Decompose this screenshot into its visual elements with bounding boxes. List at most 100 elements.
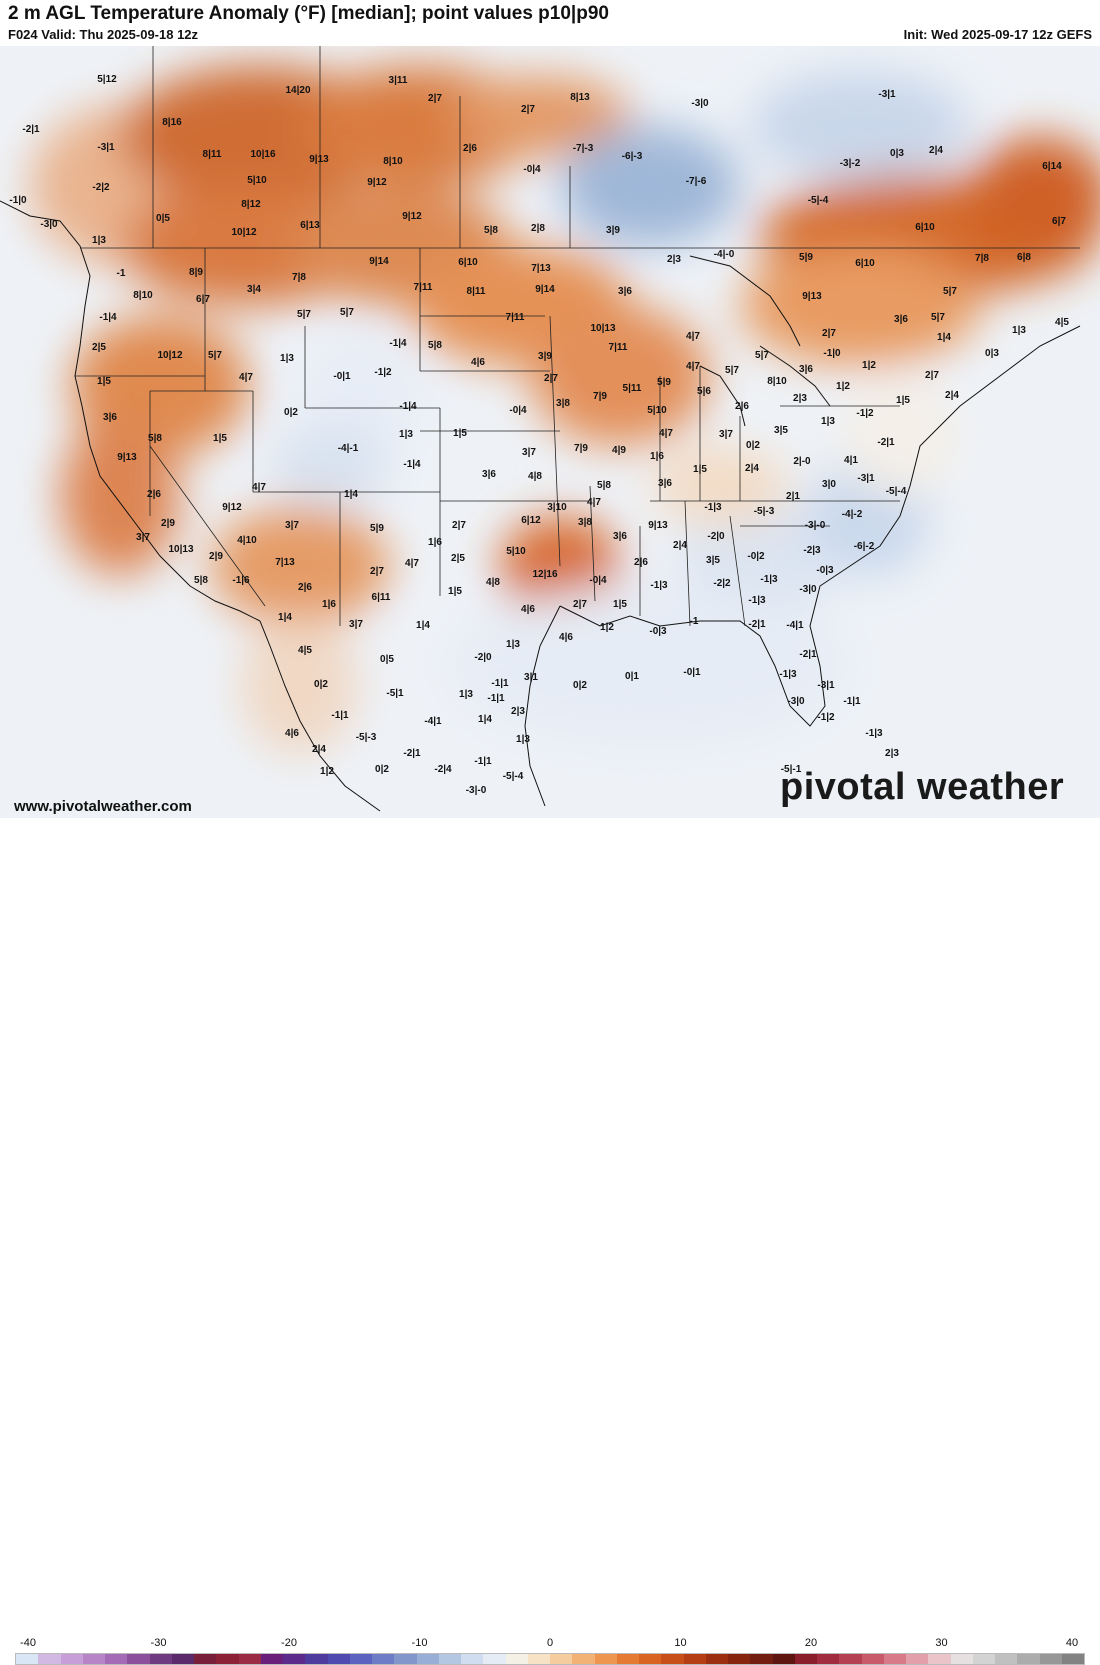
point-value-label: 2|3 bbox=[511, 706, 525, 717]
point-value-label: 6|10 bbox=[915, 222, 935, 233]
point-value-label: -3|-0 bbox=[805, 520, 826, 531]
colorbar-tick-label: 40 bbox=[1065, 1637, 1079, 1649]
point-value-label: -5|-4 bbox=[503, 771, 524, 782]
point-value-label: 0|2 bbox=[375, 764, 389, 775]
point-value-label: -1|1 bbox=[331, 710, 349, 721]
map-canvas: 5|12 14|20 3|11 2|7 8|13 -3|0 -3|1 -2|1 8|16 -3|1… bbox=[0, 46, 1100, 818]
point-value-label: 4|7 bbox=[252, 482, 266, 493]
point-value-label: 7|8 bbox=[975, 253, 989, 264]
colorbar-swatch bbox=[416, 1654, 439, 1664]
point-value-label: 5|7 bbox=[755, 350, 769, 361]
point-value-label: 0|1 bbox=[625, 671, 639, 682]
point-value-label: 5|7 bbox=[943, 286, 957, 297]
point-value-label: 4|8 bbox=[528, 471, 542, 482]
point-value-label: -1|4 bbox=[99, 312, 117, 323]
point-value-label: 3|1 bbox=[524, 672, 538, 683]
point-value-label: 2|6 bbox=[735, 401, 749, 412]
anomaly-map: 5|12 14|20 3|11 2|7 8|13 -3|0 -3|1 -2|1 8|16 -3|1… bbox=[0, 46, 1100, 818]
point-value-label: 5|11 bbox=[623, 383, 642, 394]
point-value-label: 4|1 bbox=[844, 455, 858, 466]
point-value-label: -1|3 bbox=[865, 728, 883, 739]
point-value-label: 1|5 bbox=[97, 376, 111, 387]
point-value-label: -6|-2 bbox=[854, 541, 875, 552]
point-value-label: -1|1 bbox=[474, 756, 492, 767]
point-value-label: -1|2 bbox=[856, 408, 874, 419]
point-value-label: 8|16 bbox=[162, 117, 182, 128]
point-value-label: 14|20 bbox=[285, 85, 310, 96]
point-value-label: 2|6 bbox=[634, 557, 648, 568]
point-value-label: 1|3 bbox=[399, 429, 413, 440]
point-value-label: 2|8 bbox=[531, 223, 545, 234]
colorbar-swatch bbox=[461, 1654, 484, 1664]
colorbar-swatch bbox=[483, 1654, 506, 1664]
colorbar-swatch bbox=[550, 1654, 573, 1664]
point-value-label: -5|-3 bbox=[754, 506, 775, 517]
point-value-label: -2|2 bbox=[713, 578, 731, 589]
colorbar-swatch bbox=[794, 1654, 817, 1664]
point-value-label: 1|5 bbox=[448, 586, 462, 597]
point-value-label: 6|10 bbox=[458, 257, 478, 268]
point-value-label: 8|9 bbox=[189, 267, 203, 278]
point-value-label: 4|6 bbox=[521, 604, 535, 615]
point-value-label: 0|2 bbox=[573, 680, 587, 691]
point-value-label: 5|12 bbox=[97, 74, 117, 85]
point-value-label: 3|7 bbox=[136, 532, 150, 543]
point-value-label: 1|4 bbox=[416, 620, 430, 631]
point-value-label: 9|13 bbox=[309, 154, 329, 165]
point-value-label: -5|-4 bbox=[808, 195, 829, 206]
point-value-label: 7|11 bbox=[414, 282, 433, 293]
point-value-label: 5|7 bbox=[931, 312, 945, 323]
point-value-label: -0|3 bbox=[649, 626, 667, 637]
colorbar-swatch bbox=[349, 1654, 372, 1664]
point-value-label: 5|8 bbox=[148, 433, 162, 444]
point-value-label: 2|4 bbox=[312, 744, 326, 755]
point-value-label: -3|0 bbox=[787, 696, 805, 707]
point-value-label: 1|5 bbox=[896, 395, 910, 406]
colorbar-swatch bbox=[906, 1654, 929, 1664]
point-value-label: 3|6 bbox=[103, 412, 117, 423]
point-value-label: 9|13 bbox=[648, 520, 668, 531]
point-value-label: -4|-1 bbox=[338, 443, 359, 454]
point-value-label: 5|7 bbox=[208, 350, 222, 361]
point-value-label: 2|3 bbox=[885, 748, 899, 759]
colorbar-swatch bbox=[995, 1654, 1018, 1664]
colorbar-swatch bbox=[260, 1654, 283, 1664]
point-value-label: 2|4 bbox=[673, 540, 687, 551]
point-value-label: 2|5 bbox=[451, 553, 465, 564]
point-value-label: 5|7 bbox=[297, 309, 311, 320]
point-value-label: 3|6 bbox=[618, 286, 632, 297]
colorbar-swatch bbox=[683, 1654, 706, 1664]
point-value-label: 3|6 bbox=[613, 531, 627, 542]
point-value-label: 1|3 bbox=[1012, 325, 1026, 336]
state-borders bbox=[75, 46, 1080, 627]
point-value-label: 6|7 bbox=[1052, 216, 1066, 227]
site-url: www.pivotalweather.com bbox=[14, 798, 192, 815]
point-value-label: 10|12 bbox=[157, 350, 182, 361]
point-value-label: 2|4 bbox=[929, 145, 943, 156]
point-value-label: 0|5 bbox=[380, 654, 394, 665]
point-value-label: 7|9 bbox=[593, 391, 607, 402]
point-value-label: 5|8 bbox=[484, 225, 498, 236]
point-value-label: -1|2 bbox=[374, 367, 392, 378]
colorbar-swatch bbox=[372, 1654, 395, 1664]
point-value-label: 1|3 bbox=[92, 235, 106, 246]
point-value-label: 10|13 bbox=[590, 323, 615, 334]
point-value-label: 2|7 bbox=[452, 520, 466, 531]
point-value-label: 0|3 bbox=[890, 148, 904, 159]
colorbar-swatch bbox=[572, 1654, 595, 1664]
pivotal-weather-logo: pivotal weather bbox=[780, 766, 1065, 808]
colorbar-swatch bbox=[16, 1654, 39, 1664]
point-value-label: 9|12 bbox=[402, 211, 422, 222]
point-value-label: 5|10 bbox=[506, 546, 526, 557]
point-value-label: -7|-6 bbox=[686, 176, 707, 187]
point-value-label: 4|6 bbox=[471, 357, 485, 368]
point-value-label: -0|1 bbox=[333, 371, 351, 382]
colorbar-swatch bbox=[527, 1654, 550, 1664]
colorbar-scale bbox=[15, 1653, 1085, 1665]
point-value-label: 2|6 bbox=[147, 489, 161, 500]
point-value-label: -1 bbox=[690, 616, 699, 627]
colorbar-swatch bbox=[149, 1654, 172, 1664]
point-value-label: 2|9 bbox=[209, 551, 223, 562]
point-value-label: -2|4 bbox=[434, 764, 452, 775]
point-value-label: 1|2 bbox=[836, 381, 850, 392]
